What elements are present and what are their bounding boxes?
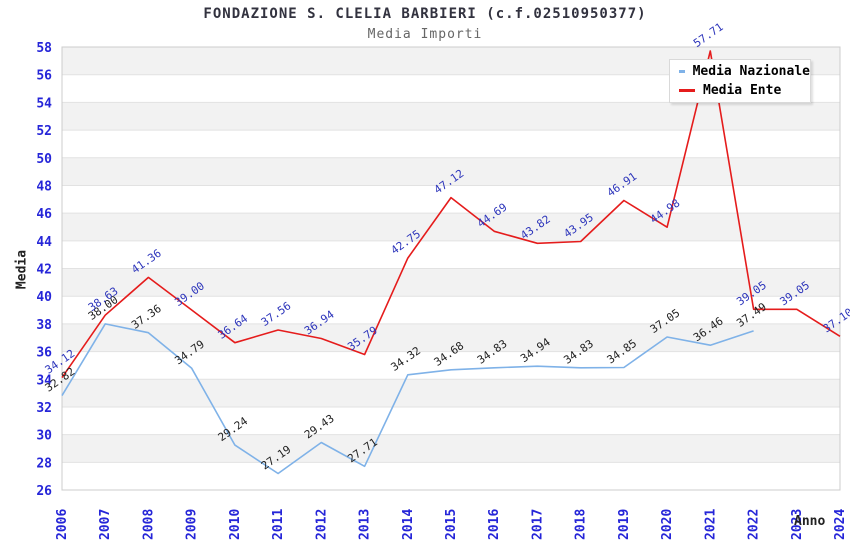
y-tick-label: 32 — [36, 401, 52, 416]
legend-label: Media Nazionale — [692, 64, 810, 79]
series-line-media-ente — [61, 50, 841, 379]
plot-border-rect — [61, 46, 841, 491]
data-label: 57.71 — [691, 20, 726, 50]
x-tick-label: 2013 — [358, 509, 373, 540]
x-tick-label: 2006 — [55, 509, 70, 540]
x-tick-label: 2021 — [703, 509, 718, 540]
y-tick-label: 58 — [36, 41, 52, 56]
y-tick-label: 30 — [36, 429, 52, 444]
y-axis-title: Media — [14, 249, 30, 290]
y-tick-label: 26 — [36, 484, 52, 499]
plot-band — [62, 323, 840, 352]
legend-item-media-nazionale: Media Nazionale — [679, 64, 810, 79]
plot-band — [62, 213, 840, 241]
x-tick-label: 2015 — [444, 509, 459, 540]
y-tick-label: 34 — [36, 373, 52, 388]
legend-swatch-nazionale-icon — [679, 70, 685, 73]
plot-band — [62, 434, 840, 463]
y-tick-label: 36 — [36, 346, 52, 361]
plot-band — [62, 406, 840, 435]
x-tick-label: 2008 — [141, 509, 156, 540]
plot-band — [62, 157, 840, 186]
plot-band — [62, 268, 840, 297]
plot-bands — [62, 47, 840, 490]
plot-band — [62, 240, 840, 269]
plot-band — [62, 351, 840, 380]
y-tick-label: 52 — [36, 124, 52, 139]
y-tick-label: 38 — [36, 318, 52, 333]
y-tick-label: 46 — [36, 207, 52, 222]
y-tick-label: 42 — [36, 263, 52, 278]
x-tick-label: 2011 — [271, 509, 286, 540]
chart-title: FONDAZIONE S. CLELIA BARBIERI (c.f.02510… — [203, 6, 647, 22]
y-tick-label: 56 — [36, 69, 52, 84]
x-tick-label: 2009 — [185, 509, 200, 540]
x-tick-label: 2007 — [98, 509, 113, 540]
series-lines — [61, 50, 841, 475]
y-tick-label: 50 — [36, 152, 52, 167]
plot-band — [62, 379, 840, 407]
legend-swatch-ente-icon — [679, 89, 695, 92]
x-tick-label: 2023 — [790, 509, 805, 540]
y-tick-label: 48 — [36, 179, 52, 194]
x-tick-label: 2014 — [401, 509, 416, 540]
y-tick-label: 40 — [36, 290, 52, 305]
x-axis-tick-labels: 2006 2007 2008 2009 2010 2011 2012 2013 2014 2015… — [55, 509, 848, 540]
y-tick-label: 28 — [36, 456, 52, 471]
plot-band — [62, 462, 840, 490]
plot-band — [62, 102, 840, 131]
y-axis-tick-labels: 26 28 30 32 34 36 38 40 42 44 46 48 50 52 54 56 58 — [36, 41, 52, 499]
legend-label: Media Ente — [703, 83, 782, 98]
plot-border — [61, 46, 841, 491]
x-tick-label: 2017 — [530, 509, 545, 540]
x-tick-label: 2016 — [487, 509, 502, 540]
series-line-media-nazionale — [61, 323, 754, 475]
x-tick-label: 2020 — [660, 509, 675, 540]
plot-band — [62, 185, 840, 214]
x-tick-label: 2010 — [228, 509, 243, 540]
plot-band — [62, 130, 840, 158]
x-tick-label: 2022 — [747, 509, 762, 540]
x-tick-label: 2012 — [314, 509, 329, 540]
legend: Media Nazionale Media Ente — [669, 59, 811, 103]
x-tick-label: 2018 — [574, 509, 589, 540]
y-tick-label: 54 — [36, 96, 52, 111]
chart-subtitle: Media Importi — [367, 27, 483, 42]
legend-item-media-ente: Media Ente — [679, 83, 810, 98]
x-tick-label: 2019 — [617, 509, 632, 540]
x-axis-title: Anno — [794, 514, 826, 529]
y-tick-label: 44 — [36, 235, 52, 250]
x-tick-label: 2024 — [833, 509, 848, 540]
